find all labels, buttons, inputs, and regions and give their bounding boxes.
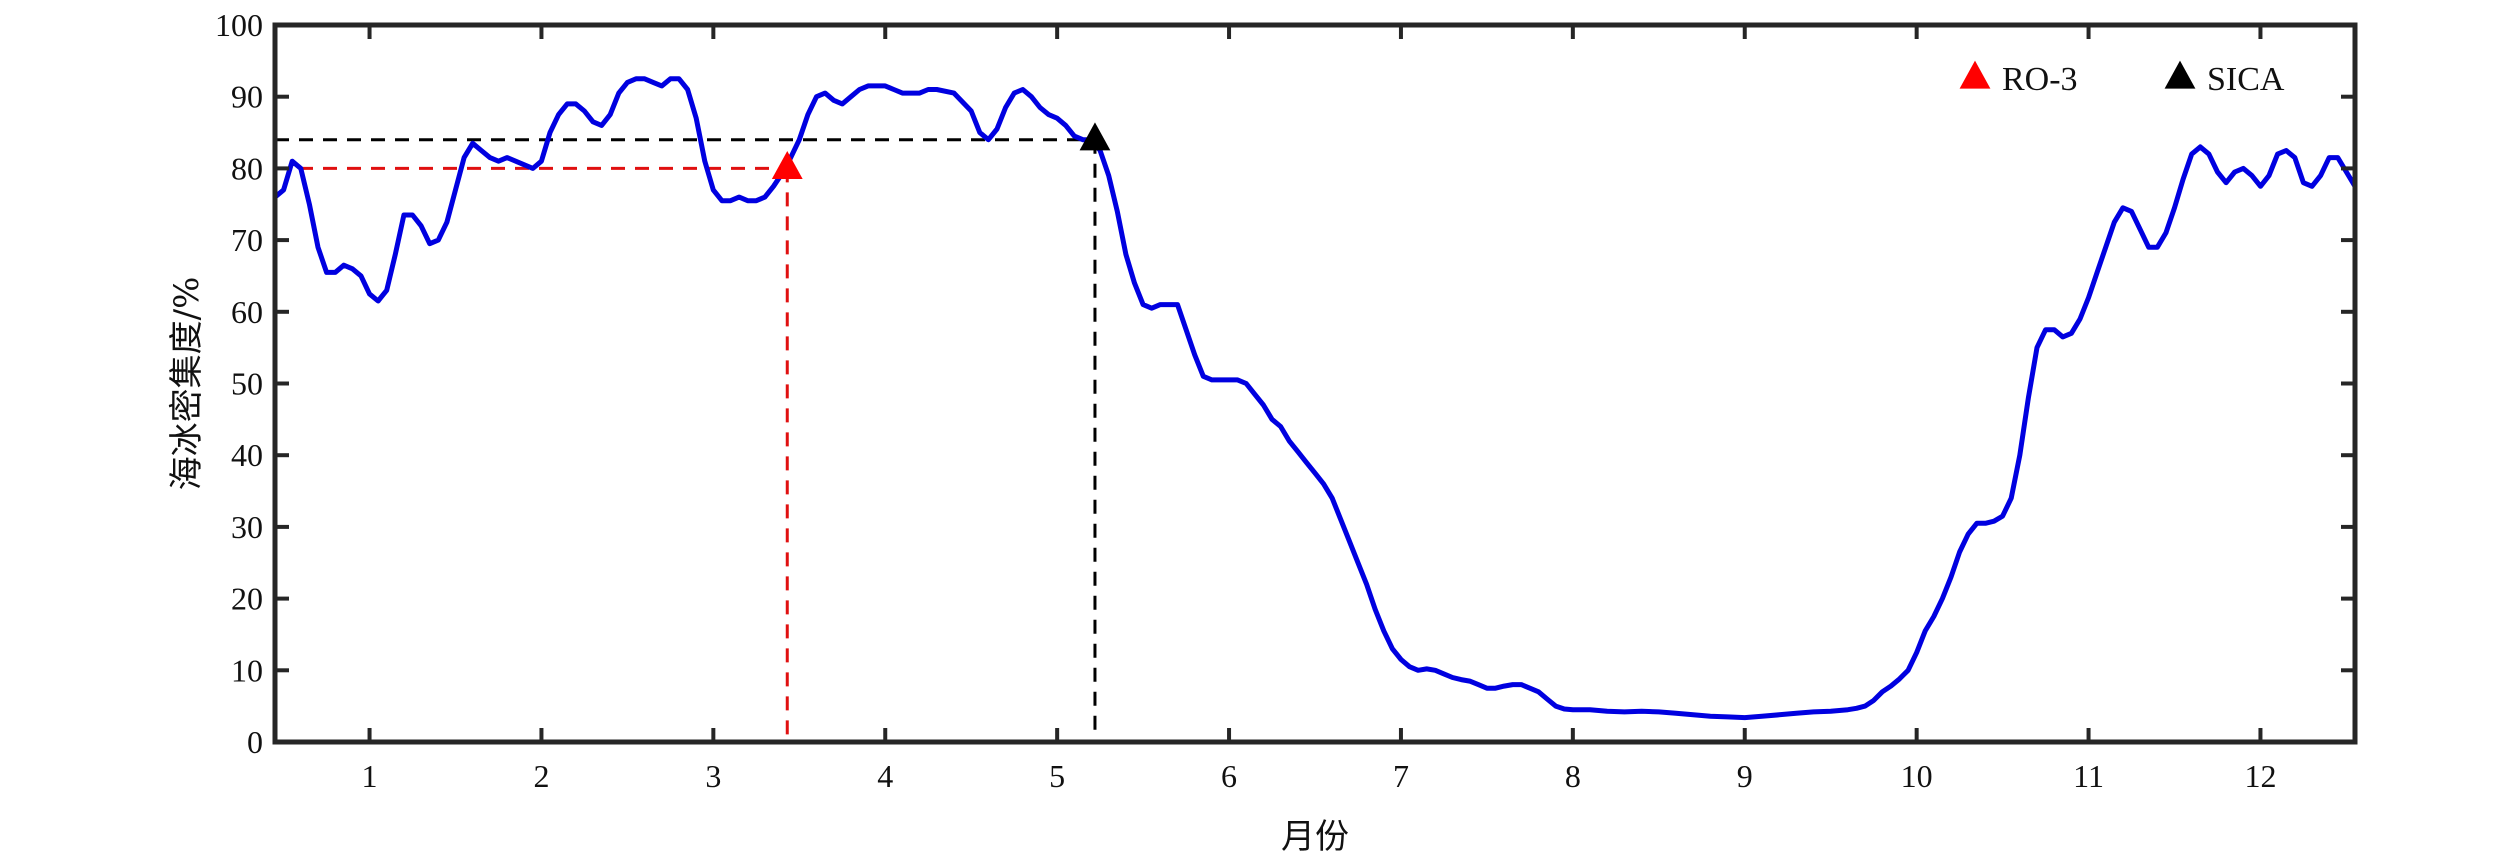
legend: RO-3 SICA bbox=[1959, 60, 2285, 98]
y-tick-label: 60 bbox=[231, 294, 263, 330]
marker-sica bbox=[1079, 122, 1111, 151]
y-tick-label: 80 bbox=[231, 150, 263, 186]
y-tick-label: 10 bbox=[231, 652, 263, 688]
x-tick-label: 8 bbox=[1565, 758, 1581, 794]
y-tick-label: 30 bbox=[231, 509, 263, 545]
y-tick-label: 90 bbox=[231, 79, 263, 115]
x-tick-label: 5 bbox=[1049, 758, 1065, 794]
y-tick-label: 40 bbox=[231, 437, 263, 473]
x-tick-label: 3 bbox=[705, 758, 721, 794]
legend-marker bbox=[1959, 60, 1991, 89]
x-tick-label: 6 bbox=[1221, 758, 1237, 794]
x-tick-label: 11 bbox=[2073, 758, 2104, 794]
y-tick-label: 50 bbox=[231, 366, 263, 402]
series-layer bbox=[272, 76, 2358, 721]
reference-lines bbox=[275, 138, 1097, 742]
x-tick-label: 2 bbox=[533, 758, 549, 794]
x-axis-label: 月份 bbox=[1281, 817, 1349, 857]
x-tick-label: 9 bbox=[1737, 758, 1753, 794]
y-tick-label: 0 bbox=[247, 724, 263, 760]
x-tick-label: 4 bbox=[877, 758, 893, 794]
legend-marker bbox=[2164, 60, 2196, 89]
y-axis-label: 海冰密集度/% bbox=[167, 277, 207, 491]
legend-label: RO-3 bbox=[2002, 61, 2078, 98]
marker-layer bbox=[771, 122, 1111, 180]
x-tick-label: 7 bbox=[1393, 758, 1409, 794]
x-tick-label: 1 bbox=[362, 758, 378, 794]
legend-label: SICA bbox=[2207, 61, 2285, 98]
plot-frame bbox=[272, 22, 2358, 745]
x-tick-label: 10 bbox=[1901, 758, 1933, 794]
y-tick-label: 20 bbox=[231, 581, 263, 617]
y-tick-label: 100 bbox=[215, 7, 263, 43]
series-line bbox=[272, 76, 2358, 721]
x-tick-label: 12 bbox=[2244, 758, 2276, 794]
marker-ro-3 bbox=[771, 151, 803, 180]
y-tick-label: 70 bbox=[231, 222, 263, 258]
